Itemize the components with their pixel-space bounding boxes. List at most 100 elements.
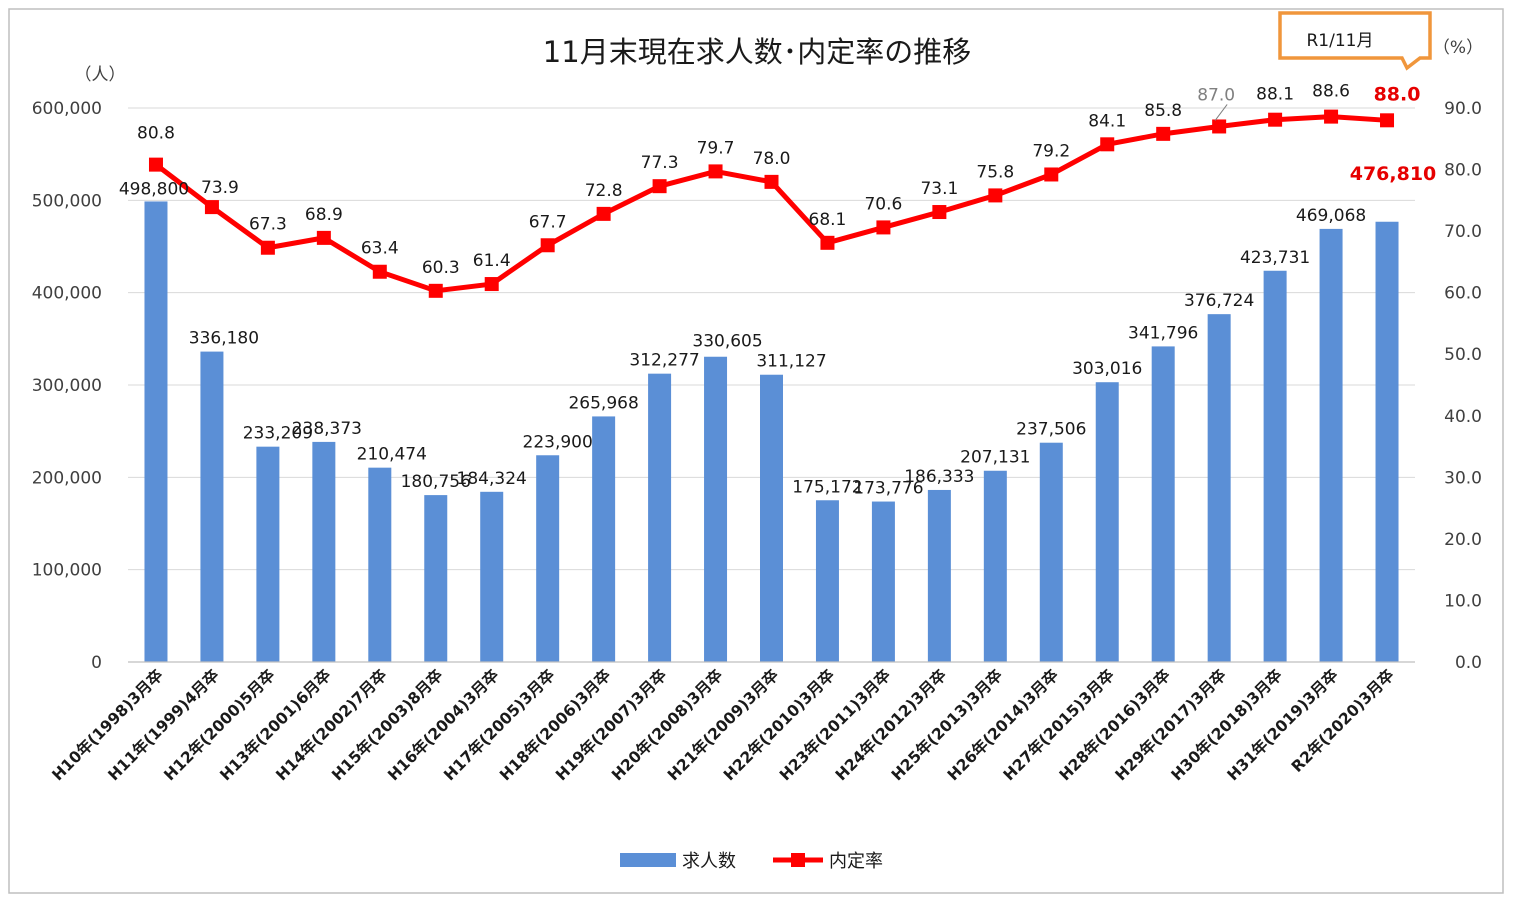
bar bbox=[256, 446, 280, 662]
rate-marker bbox=[1268, 112, 1283, 127]
rate-marker bbox=[484, 277, 499, 292]
bar bbox=[368, 467, 392, 662]
right-tick-label: 0.0 bbox=[1455, 653, 1482, 673]
category-label: R2年(2020)3月卒 bbox=[1287, 665, 1398, 776]
bar-value-label: 265,968 bbox=[568, 393, 638, 413]
rate-marker bbox=[708, 164, 723, 179]
bar-value-label: 498,800 bbox=[119, 179, 189, 199]
bar-value-label: 233,209 bbox=[243, 424, 313, 444]
legend-swatch-bar bbox=[620, 853, 676, 867]
rate-value-label: 72.8 bbox=[585, 181, 623, 201]
rate-value-label: 67.3 bbox=[249, 215, 287, 235]
rate-marker bbox=[932, 205, 947, 220]
right-tick-label: 30.0 bbox=[1444, 468, 1482, 488]
rate-marker bbox=[1100, 137, 1115, 152]
left-tick-label: 100,000 bbox=[32, 561, 102, 581]
left-tick-label: 600,000 bbox=[32, 99, 102, 119]
right-axis-unit: （%） bbox=[1433, 38, 1483, 58]
rate-polyline bbox=[154, 114, 1388, 294]
bar bbox=[760, 374, 783, 662]
right-tick-label: 40.0 bbox=[1444, 407, 1482, 427]
bar bbox=[648, 373, 672, 662]
bar-value-label: 223,900 bbox=[523, 432, 593, 452]
rate-marker bbox=[596, 206, 611, 221]
rate-marker bbox=[876, 220, 891, 235]
rate-marker bbox=[1324, 109, 1339, 124]
category-label: H11年(1999)4月卒 bbox=[104, 665, 223, 784]
bar bbox=[144, 201, 168, 662]
bar bbox=[1207, 314, 1231, 662]
rate-marker bbox=[652, 179, 667, 194]
bar-value-label: 469,068 bbox=[1296, 206, 1366, 226]
rate-value-label: 79.2 bbox=[1032, 141, 1070, 161]
left-tick-label: 0 bbox=[91, 653, 102, 673]
bar-value-label: 173,776 bbox=[853, 479, 923, 499]
category-label: H21年(2009)3月卒 bbox=[663, 665, 782, 784]
rate-marker bbox=[204, 200, 219, 215]
category-label: H19年(2007)3月卒 bbox=[552, 665, 671, 784]
bar bbox=[1151, 346, 1175, 662]
bar bbox=[200, 351, 224, 662]
callout: R1/11月 bbox=[1278, 11, 1432, 71]
rate-marker bbox=[820, 235, 835, 250]
rate-value-label: 77.3 bbox=[641, 153, 679, 173]
rate-marker bbox=[1156, 126, 1171, 141]
bar-value-label: 175,172 bbox=[792, 477, 862, 497]
legend: 求人数 内定率 bbox=[620, 851, 883, 872]
category-label: H14年(2002)7月卒 bbox=[272, 665, 391, 784]
rate-value-label: 68.1 bbox=[809, 210, 847, 230]
rate-marker bbox=[260, 240, 275, 255]
bar bbox=[983, 470, 1007, 662]
category-label: H29年(2017)3月卒 bbox=[1111, 665, 1230, 784]
category-label: H10年(1998)3月卒 bbox=[48, 665, 167, 784]
rate-value-label: 85.8 bbox=[1144, 101, 1182, 121]
bar-value-label: 311,127 bbox=[756, 352, 826, 372]
bar bbox=[815, 500, 839, 662]
left-tick-label: 200,000 bbox=[32, 468, 102, 488]
rate-value-label: 68.9 bbox=[305, 205, 343, 225]
rate-line bbox=[148, 109, 1395, 298]
rate-value-label: 61.4 bbox=[473, 251, 511, 271]
bar bbox=[871, 501, 895, 662]
category-label: H12年(2000)5月卒 bbox=[160, 665, 279, 784]
left-tick-label: 500,000 bbox=[32, 191, 102, 211]
rate-value-label: 88.1 bbox=[1256, 85, 1294, 105]
bar bbox=[1039, 442, 1063, 662]
category-label: H17年(2005)3月卒 bbox=[440, 665, 559, 784]
rate-marker bbox=[1044, 167, 1059, 182]
category-label: H28年(2016)3月卒 bbox=[1055, 665, 1174, 784]
chart-title: 11月末現在求人数･内定率の推移 bbox=[543, 35, 971, 69]
category-label: H16年(2004)3月卒 bbox=[384, 665, 503, 784]
bar bbox=[480, 491, 504, 662]
right-tick-label: 70.0 bbox=[1444, 222, 1482, 242]
bar bbox=[312, 441, 336, 662]
left-axis-unit: （人） bbox=[75, 65, 126, 85]
category-label: H15年(2003)8月卒 bbox=[328, 665, 447, 784]
bar-value-label: 330,605 bbox=[692, 332, 762, 352]
bar-value-label: 238,373 bbox=[292, 419, 362, 439]
rate-value-label: 67.7 bbox=[529, 212, 567, 232]
legend-label-bar: 求人数 bbox=[682, 851, 736, 872]
bar-value-label: 186,333 bbox=[904, 467, 974, 487]
rate-value-label: 73.1 bbox=[920, 179, 958, 199]
bar-value-label: 237,506 bbox=[1016, 420, 1086, 440]
category-label: H13年(2001)6月卒 bbox=[216, 665, 335, 784]
bar bbox=[1319, 228, 1343, 663]
bar bbox=[592, 416, 616, 662]
bars bbox=[144, 201, 1399, 663]
bar bbox=[927, 489, 951, 662]
rate-marker bbox=[1212, 119, 1227, 134]
category-label: H23年(2011)3月卒 bbox=[775, 665, 894, 784]
right-tick-label: 80.0 bbox=[1444, 161, 1482, 181]
bar-value-label: 376,724 bbox=[1184, 291, 1254, 311]
category-label: H18年(2006)3月卒 bbox=[496, 665, 615, 784]
category-label: H30年(2018)3月卒 bbox=[1167, 665, 1286, 784]
bar-value-label: 423,731 bbox=[1240, 248, 1310, 268]
rate-label-leader bbox=[1214, 104, 1228, 121]
rate-value-label: 87.0 bbox=[1197, 85, 1235, 105]
bar-value-label: 180,756 bbox=[401, 472, 471, 492]
bar-value-label: 341,796 bbox=[1128, 323, 1198, 343]
legend-label-line: 内定率 bbox=[829, 851, 883, 872]
right-tick-label: 50.0 bbox=[1444, 345, 1482, 365]
